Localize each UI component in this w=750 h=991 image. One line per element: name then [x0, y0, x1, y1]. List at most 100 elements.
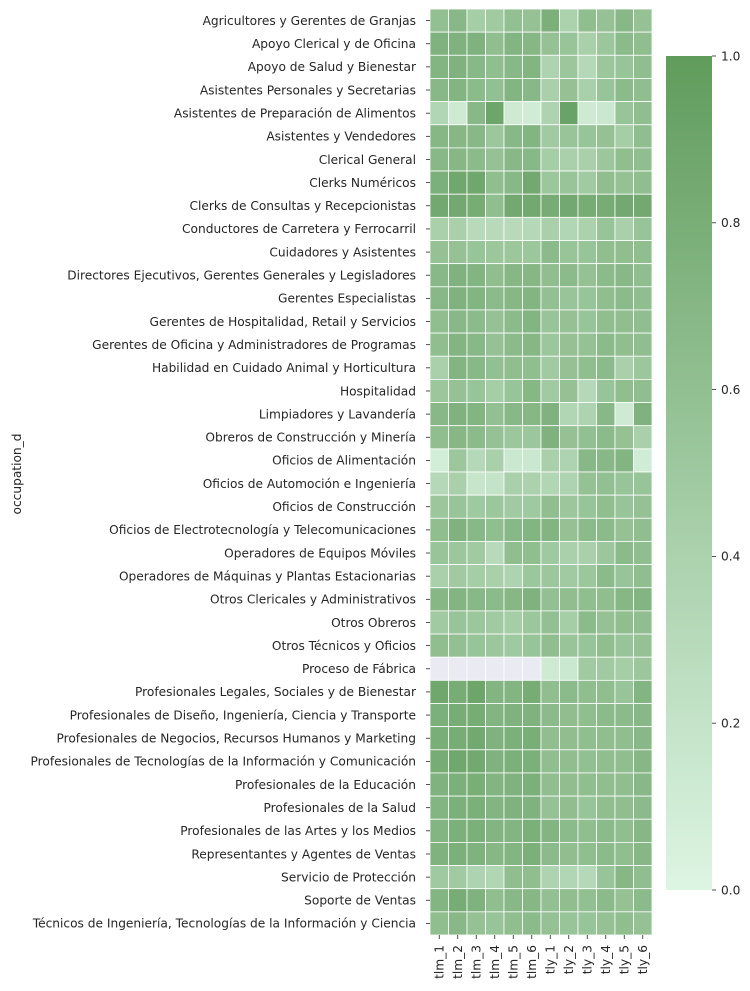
- heatmap-cell: [466, 679, 486, 704]
- heatmap-cell: [633, 517, 653, 542]
- heatmap-cell: [522, 124, 542, 149]
- colorbar: [666, 56, 712, 890]
- heatmap-cell: [633, 355, 653, 380]
- heatmap-cell: [448, 286, 468, 311]
- y-tick-label: Cuidadores y Asistentes: [269, 245, 416, 259]
- heatmap-cell: [429, 286, 449, 311]
- heatmap-cell: [596, 541, 616, 566]
- heatmap-cell: [577, 101, 597, 126]
- heatmap-cell: [522, 587, 542, 612]
- heatmap-cell: [466, 378, 486, 403]
- heatmap-cell: [485, 587, 505, 612]
- heatmap-cell: [466, 309, 486, 334]
- heatmap-cell: [485, 541, 505, 566]
- heatmap-cell: [522, 193, 542, 218]
- heatmap-cell: [429, 795, 449, 820]
- y-tick-label: Habilidad en Cuidado Animal y Horticultu…: [152, 361, 416, 375]
- heatmap-cell: [448, 795, 468, 820]
- heatmap-cell: [633, 170, 653, 195]
- heatmap-cell: [614, 795, 634, 820]
- heatmap-cell: [429, 124, 449, 149]
- x-tick-label: tly_3: [581, 945, 595, 974]
- heatmap-cell: [503, 124, 523, 149]
- heatmap-cell: [485, 286, 505, 311]
- heatmap-cell: [503, 818, 523, 843]
- y-tick-label: Gerentes de Oficina y Administradores de…: [92, 338, 416, 352]
- heatmap-cell: [429, 888, 449, 913]
- heatmap-cell: [485, 31, 505, 56]
- heatmap-cell: [466, 147, 486, 172]
- heatmap-cell: [485, 610, 505, 635]
- heatmap-cell: [540, 494, 560, 519]
- heatmap-cell: [448, 402, 468, 427]
- heatmap-cell: [448, 448, 468, 473]
- heatmap-cell: [577, 842, 597, 866]
- heatmap-cell: [614, 679, 634, 704]
- heatmap-cell: [577, 795, 597, 820]
- heatmap-cell: [485, 517, 505, 542]
- heatmap-cell: [633, 286, 653, 311]
- heatmap-cell: [577, 471, 597, 496]
- y-tick-label: Representantes y Agentes de Ventas: [191, 847, 416, 861]
- heatmap-cell: [596, 726, 616, 751]
- heatmap-cell: [466, 263, 486, 288]
- heatmap-cell: [448, 610, 468, 635]
- heatmap-cells: [429, 8, 653, 936]
- heatmap-cell: [559, 726, 579, 751]
- heatmap-cell: [633, 842, 653, 866]
- heatmap-cell: [633, 263, 653, 288]
- heatmap-cell: [614, 31, 634, 56]
- heatmap-cell: [522, 31, 542, 56]
- heatmap-cell: [448, 888, 468, 913]
- heatmap-cell: [559, 772, 579, 797]
- heatmap-cell: [522, 263, 542, 288]
- heatmap-cell: [503, 240, 523, 265]
- heatmap-cell: [596, 78, 616, 102]
- heatmap-cell: [522, 842, 542, 866]
- heatmap-cell: [448, 471, 468, 496]
- heatmap-cell: [448, 101, 468, 126]
- heatmap-cell: [633, 332, 653, 357]
- heatmap-cell: [614, 402, 634, 427]
- heatmap-cell: [448, 147, 468, 172]
- heatmap-cell: [485, 240, 505, 265]
- heatmap-cell: [448, 517, 468, 542]
- heatmap-cell: [577, 309, 597, 334]
- heatmap-cell: [503, 471, 523, 496]
- y-tick-label: Conductores de Carretera y Ferrocarril: [182, 222, 416, 236]
- heatmap-cell: [466, 425, 486, 450]
- heatmap-cell: [596, 795, 616, 820]
- heatmap-cell: [448, 587, 468, 612]
- heatmap-cell: [540, 726, 560, 751]
- heatmap-cell: [540, 587, 560, 612]
- heatmap-cell: [633, 703, 653, 728]
- heatmap-cell: [429, 494, 449, 519]
- heatmap-cell: [466, 471, 486, 496]
- heatmap-cell: [522, 541, 542, 566]
- heatmap-cell: [559, 679, 579, 704]
- heatmap-cell: [559, 541, 579, 566]
- heatmap-cell: [596, 147, 616, 172]
- y-tick-label: Profesionales de Diseño, Ingeniería, Cie…: [70, 708, 416, 722]
- heatmap-cell: [503, 8, 523, 33]
- heatmap-cell: [429, 378, 449, 403]
- heatmap-cell: [559, 517, 579, 542]
- heatmap-cell: [485, 818, 505, 843]
- heatmap-cell: [559, 911, 579, 936]
- colorbar-tick-label: 0.2: [721, 717, 740, 731]
- y-tick-label: Profesionales de Tecnologías de la Infor…: [30, 755, 416, 769]
- heatmap-cell: [633, 309, 653, 334]
- colorbar-tick-label: 0.8: [721, 216, 740, 230]
- heatmap-cell: [540, 679, 560, 704]
- heatmap-cell: [485, 795, 505, 820]
- heatmap-cell: [429, 8, 449, 33]
- heatmap-cell: [596, 749, 616, 774]
- heatmap-cell: [614, 54, 634, 79]
- heatmap-cell: [522, 517, 542, 542]
- heatmap-cell: [522, 679, 542, 704]
- heatmap-cell: [466, 216, 486, 241]
- heatmap-cell: [577, 749, 597, 774]
- heatmap-cell: [540, 309, 560, 334]
- heatmap-cell: [522, 749, 542, 774]
- heatmap-cell: [540, 749, 560, 774]
